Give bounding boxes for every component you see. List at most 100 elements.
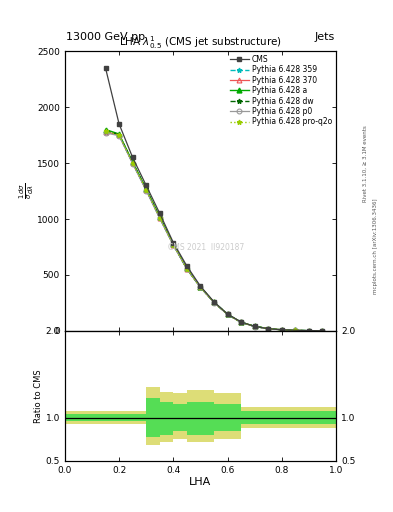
Pythia 6.428 359 xyxy=(144,187,149,193)
Pythia 6.428 p0 xyxy=(252,324,257,330)
Pythia 6.428 370 xyxy=(252,324,257,330)
Line: Pythia 6.428 359: Pythia 6.428 359 xyxy=(103,130,325,333)
Bar xyxy=(214,403,228,432)
Pythia 6.428 dw xyxy=(198,284,203,290)
Bar xyxy=(241,412,336,423)
Pythia 6.428 pro-q2o xyxy=(266,326,270,332)
Pythia 6.428 359 xyxy=(266,326,270,332)
Line: Pythia 6.428 dw: Pythia 6.428 dw xyxy=(103,128,325,333)
Pythia 6.428 dw xyxy=(103,127,108,134)
Pythia 6.428 a xyxy=(225,311,230,317)
Pythia 6.428 359 xyxy=(239,319,243,326)
Pythia 6.428 dw xyxy=(144,186,149,193)
Pythia 6.428 a xyxy=(239,319,243,325)
Pythia 6.428 370 xyxy=(279,327,284,333)
Pythia 6.428 dw xyxy=(307,328,311,334)
Pythia 6.428 dw xyxy=(211,299,216,305)
Pythia 6.428 a xyxy=(157,214,162,220)
Pythia 6.428 a xyxy=(117,131,121,137)
Pythia 6.428 359 xyxy=(103,129,108,135)
Pythia 6.428 p0 xyxy=(144,187,149,194)
Pythia 6.428 a xyxy=(266,326,270,332)
Bar xyxy=(241,407,336,428)
CMS xyxy=(157,210,162,217)
Pythia 6.428 pro-q2o xyxy=(171,242,176,248)
Pythia 6.428 dw xyxy=(171,242,176,248)
CMS xyxy=(225,311,230,317)
Pythia 6.428 359 xyxy=(198,284,203,290)
Pythia 6.428 pro-q2o xyxy=(279,327,284,333)
Pythia 6.428 p0 xyxy=(130,161,135,167)
Pythia 6.428 370 xyxy=(320,328,325,334)
Pythia 6.428 pro-q2o xyxy=(185,266,189,272)
Pythia 6.428 pro-q2o xyxy=(157,215,162,221)
Pythia 6.428 dw xyxy=(185,266,189,272)
Pythia 6.428 a xyxy=(171,241,176,247)
CMS xyxy=(198,283,203,289)
CMS xyxy=(103,65,108,71)
Pythia 6.428 a xyxy=(103,126,108,133)
Text: Rivet 3.1.10, ≥ 3.1M events: Rivet 3.1.10, ≥ 3.1M events xyxy=(363,125,368,202)
CMS xyxy=(307,328,311,334)
Pythia 6.428 dw xyxy=(117,132,121,138)
Bar xyxy=(146,398,160,437)
Pythia 6.428 a xyxy=(293,327,298,333)
Bar xyxy=(187,402,200,435)
Pythia 6.428 359 xyxy=(130,160,135,166)
CMS xyxy=(144,182,149,188)
Line: Pythia 6.428 pro-q2o: Pythia 6.428 pro-q2o xyxy=(103,129,325,333)
Pythia 6.428 p0 xyxy=(307,328,311,334)
Pythia 6.428 370 xyxy=(130,160,135,166)
Bar xyxy=(160,402,173,435)
Pythia 6.428 370 xyxy=(225,311,230,317)
Bar xyxy=(105,412,146,423)
Pythia 6.428 p0 xyxy=(239,319,243,326)
Pythia 6.428 a xyxy=(320,328,325,334)
Pythia 6.428 a xyxy=(307,328,311,334)
Pythia 6.428 370 xyxy=(171,242,176,248)
Title: LHA $\lambda^{1}_{0.5}$ (CMS jet substructure): LHA $\lambda^{1}_{0.5}$ (CMS jet substru… xyxy=(119,34,282,51)
Pythia 6.428 p0 xyxy=(266,326,270,332)
Pythia 6.428 pro-q2o xyxy=(320,328,325,334)
Y-axis label: Ratio to CMS: Ratio to CMS xyxy=(34,369,43,423)
Pythia 6.428 a xyxy=(130,159,135,165)
Pythia 6.428 370 xyxy=(239,319,243,326)
Pythia 6.428 359 xyxy=(171,242,176,248)
CMS xyxy=(185,263,189,269)
Bar xyxy=(200,402,214,435)
CMS xyxy=(266,326,270,332)
Pythia 6.428 370 xyxy=(211,300,216,306)
Legend: CMS, Pythia 6.428 359, Pythia 6.428 370, Pythia 6.428 a, Pythia 6.428 dw, Pythia: CMS, Pythia 6.428 359, Pythia 6.428 370,… xyxy=(228,53,334,128)
Bar xyxy=(146,387,160,445)
Bar xyxy=(65,412,105,423)
Line: Pythia 6.428 a: Pythia 6.428 a xyxy=(103,127,325,333)
Pythia 6.428 370 xyxy=(144,187,149,193)
Pythia 6.428 359 xyxy=(307,328,311,334)
Pythia 6.428 dw xyxy=(225,311,230,317)
Pythia 6.428 dw xyxy=(130,159,135,165)
Pythia 6.428 370 xyxy=(266,326,270,332)
Text: 13000 GeV pp: 13000 GeV pp xyxy=(66,32,145,42)
Text: CMS 2021  II920187: CMS 2021 II920187 xyxy=(168,243,244,251)
Pythia 6.428 dw xyxy=(320,328,325,334)
Pythia 6.428 dw xyxy=(293,327,298,333)
Bar xyxy=(214,393,228,439)
Y-axis label: $\frac{1}{\sigma}\frac{d\sigma}{d\lambda}$: $\frac{1}{\sigma}\frac{d\sigma}{d\lambda… xyxy=(17,183,36,199)
Pythia 6.428 a xyxy=(185,265,189,271)
Pythia 6.428 pro-q2o xyxy=(103,128,108,134)
Pythia 6.428 dw xyxy=(279,327,284,333)
Pythia 6.428 dw xyxy=(157,215,162,221)
Pythia 6.428 359 xyxy=(320,328,325,334)
Pythia 6.428 370 xyxy=(198,284,203,290)
Pythia 6.428 a xyxy=(279,327,284,333)
Bar xyxy=(228,403,241,432)
CMS xyxy=(239,319,243,325)
Pythia 6.428 359 xyxy=(157,215,162,221)
Bar xyxy=(173,393,187,439)
Pythia 6.428 359 xyxy=(211,300,216,306)
Text: mcplots.cern.ch [arXiv:1306.3436]: mcplots.cern.ch [arXiv:1306.3436] xyxy=(373,198,378,293)
X-axis label: LHA: LHA xyxy=(189,477,211,487)
CMS xyxy=(171,240,176,246)
Pythia 6.428 359 xyxy=(225,311,230,317)
Pythia 6.428 a xyxy=(198,284,203,290)
